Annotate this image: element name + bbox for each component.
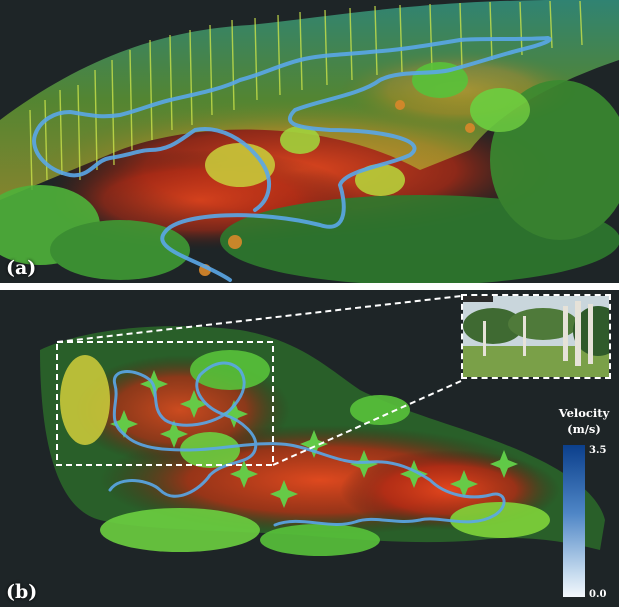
legend-title: Velocity (m/s) [558,406,610,436]
legend-max: 3.5 [589,445,607,456]
point-cloud-scene-b [0,290,619,607]
legend-colorbar [563,445,585,597]
panel-b-label: (b) [6,581,38,603]
inset-photo [461,294,611,379]
point-cloud-scene-a [0,0,619,283]
panel-a: (a) [0,0,619,283]
panel-a-label: (a) [6,257,37,279]
panel-b: Velocity (m/s) 3.5 0.0 (b) [0,290,619,607]
trajectory-path-b [108,361,506,527]
trajectory-path-a [32,35,552,282]
legend-min: 0.0 [589,589,607,600]
velocity-legend: Velocity (m/s) 3.5 0.0 [549,405,619,605]
